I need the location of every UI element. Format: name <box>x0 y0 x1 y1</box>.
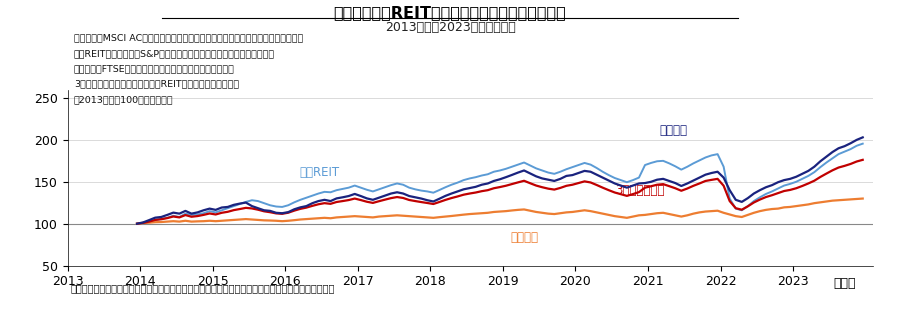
Text: ＊2013年末を100として指数化: ＊2013年末を100として指数化 <box>74 95 174 104</box>
Text: 世界株式: 世界株式 <box>659 124 687 137</box>
Text: 世界REIT: 世界REIT <box>300 166 340 179</box>
Text: 世界債券: 世界債券 <box>510 231 538 244</box>
Text: 世界株式：MSCI ACワールド指数（ネット・トータルリターン、米ドル・ベース）: 世界株式：MSCI ACワールド指数（ネット・トータルリターン、米ドル・ベース） <box>74 34 303 43</box>
Text: 世界の株価・REIT・債券の指数と均等投資の推移: 世界の株価・REIT・債券の指数と均等投資の推移 <box>334 5 566 20</box>
Text: （年）: （年） <box>833 277 856 290</box>
Text: 3資産均等投資: 3資産均等投資 <box>616 184 665 197</box>
Text: 世界債券：FTSE世界国債インデックス（米ドル・ベース）: 世界債券：FTSE世界国債インデックス（米ドル・ベース） <box>74 64 235 73</box>
Text: 世界REIT（リート）：S&Pグローバルリート指数（トータルリターン）: 世界REIT（リート）：S&Pグローバルリート指数（トータルリターン） <box>74 49 274 58</box>
Text: ＊各指数の著作権等の知的財産権その他一切の権利は、各指数の算出元または公表元に帰属します。: ＊各指数の著作権等の知的財産権その他一切の権利は、各指数の算出元または公表元に帰… <box>70 283 335 293</box>
Text: 2013年末～2023年末、月末値: 2013年末～2023年末、月末値 <box>384 21 516 34</box>
Text: 3資産均等投資：世界株式、世界REIT、世界債券を均等投資: 3資産均等投資：世界株式、世界REIT、世界債券を均等投資 <box>74 80 238 89</box>
